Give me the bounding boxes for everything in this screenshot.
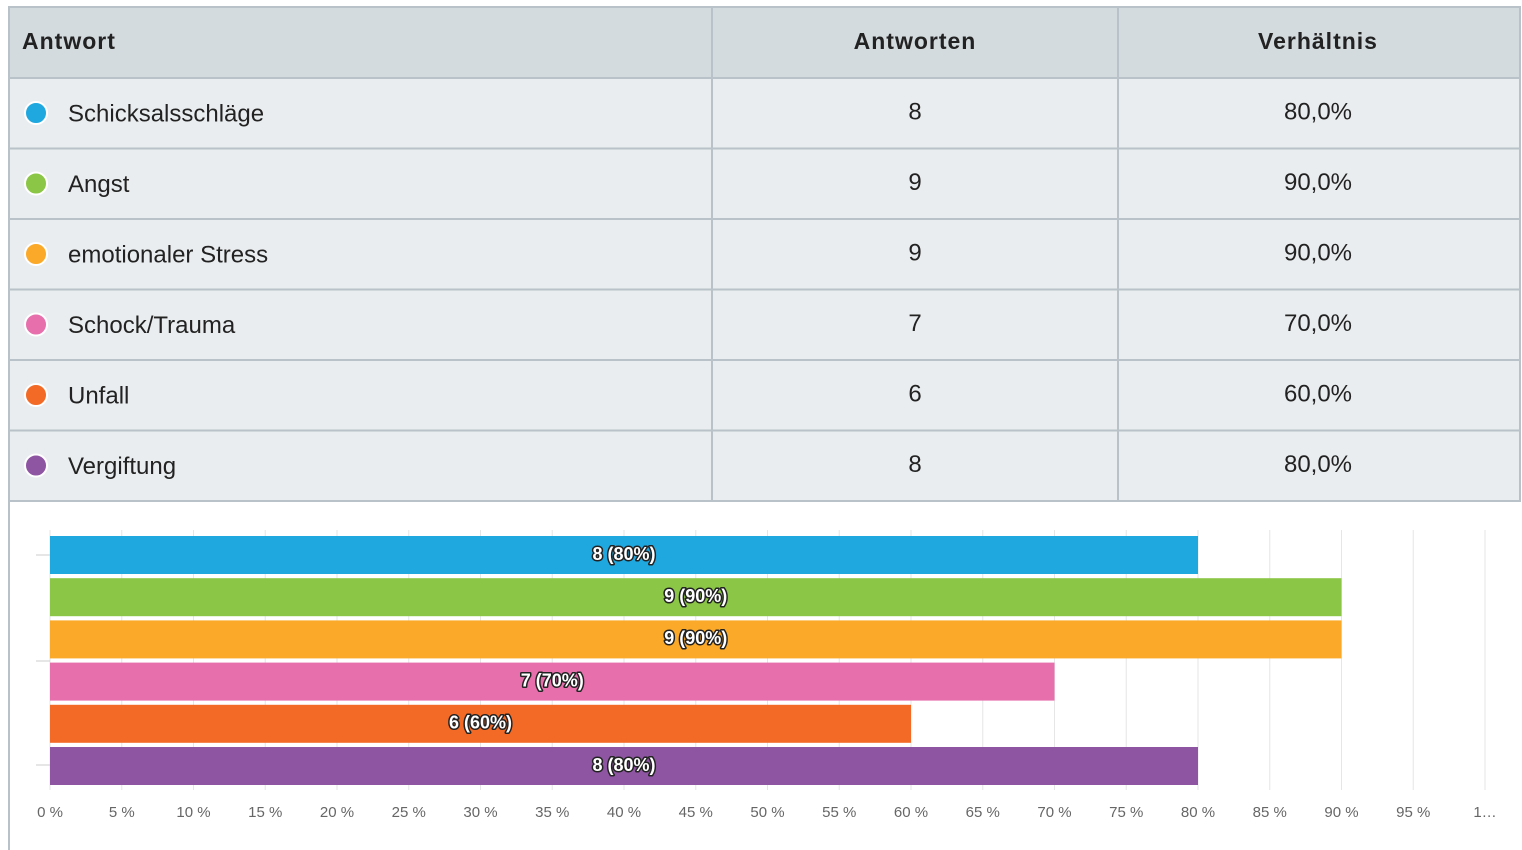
answer-count: 8 — [908, 98, 921, 125]
bar-label: 8 (80%) — [592, 544, 655, 564]
legend-dot — [24, 312, 48, 337]
x-tick-label: 15 % — [248, 804, 282, 821]
answer-count: 9 — [908, 239, 921, 266]
x-tick-label: 45 % — [679, 804, 713, 821]
answer-count: 9 — [908, 169, 921, 196]
answer-ratio: 70,0% — [1284, 310, 1352, 337]
x-tick-label: 60 % — [894, 804, 928, 821]
answer-ratio: 80,0% — [1284, 451, 1352, 478]
answer-count: 8 — [908, 451, 921, 478]
answer-label: Unfall — [68, 382, 129, 409]
answer-label: Angst — [68, 171, 130, 198]
bar — [50, 578, 1342, 617]
bar — [50, 536, 1198, 574]
x-tick-label: 70 % — [1037, 804, 1071, 821]
x-tick-label: 1… — [1473, 804, 1496, 821]
x-tick-label: 65 % — [966, 804, 1000, 821]
answer-label: Schicksalsschläge — [68, 100, 264, 127]
table-header — [8, 6, 1521, 79]
answer-count: 6 — [908, 380, 921, 407]
legend-dot — [24, 453, 48, 478]
answer-ratio: 90,0% — [1284, 169, 1352, 196]
answer-label: emotionaler Stress — [68, 241, 268, 268]
bar — [50, 662, 1055, 701]
header-cell: Antworten — [854, 28, 977, 54]
x-tick-label: 55 % — [822, 804, 856, 821]
bar — [50, 747, 1198, 785]
bar — [50, 620, 1342, 659]
answer-ratio: 90,0% — [1284, 239, 1352, 266]
table-row — [8, 77, 1521, 150]
table-row — [8, 288, 1521, 361]
x-tick-label: 90 % — [1324, 804, 1358, 821]
bar-label: 6 (60%) — [449, 713, 512, 733]
x-tick-label: 50 % — [750, 804, 784, 821]
bar — [50, 704, 911, 743]
legend-dot — [24, 383, 48, 407]
header-cell: Verhältnis — [1258, 28, 1378, 54]
x-tick-label: 35 % — [535, 804, 569, 821]
x-tick-label: 25 % — [392, 804, 426, 821]
bar-label: 9 (90%) — [664, 586, 727, 606]
answer-label: Vergiftung — [68, 453, 176, 480]
table-row — [8, 429, 1521, 502]
x-tick-label: 5 % — [109, 804, 135, 821]
table-row — [8, 218, 1521, 291]
answer-ratio: 80,0% — [1284, 98, 1352, 125]
bar-label: 7 (70%) — [521, 670, 584, 690]
x-tick-label: 80 % — [1181, 804, 1215, 821]
x-tick-label: 20 % — [320, 804, 354, 821]
x-tick-label: 75 % — [1109, 804, 1143, 821]
table-row — [8, 359, 1521, 432]
x-tick-label: 95 % — [1396, 804, 1430, 821]
bar-label: 9 (90%) — [664, 628, 727, 648]
x-tick-label: 30 % — [463, 804, 497, 821]
answer-label: Schock/Trauma — [68, 312, 236, 339]
x-tick-label: 0 % — [37, 804, 63, 821]
header-cell: Antwort — [22, 28, 116, 54]
x-tick-label: 10 % — [176, 804, 210, 821]
answer-count: 7 — [908, 310, 921, 337]
legend-dot — [24, 242, 48, 266]
table-row — [8, 147, 1521, 220]
bar-label: 8 (80%) — [592, 755, 655, 775]
legend-dot — [24, 101, 48, 125]
x-tick-label: 85 % — [1253, 804, 1287, 821]
answer-ratio: 60,0% — [1284, 380, 1352, 407]
x-tick-label: 40 % — [607, 804, 641, 821]
legend-dot — [24, 171, 48, 196]
